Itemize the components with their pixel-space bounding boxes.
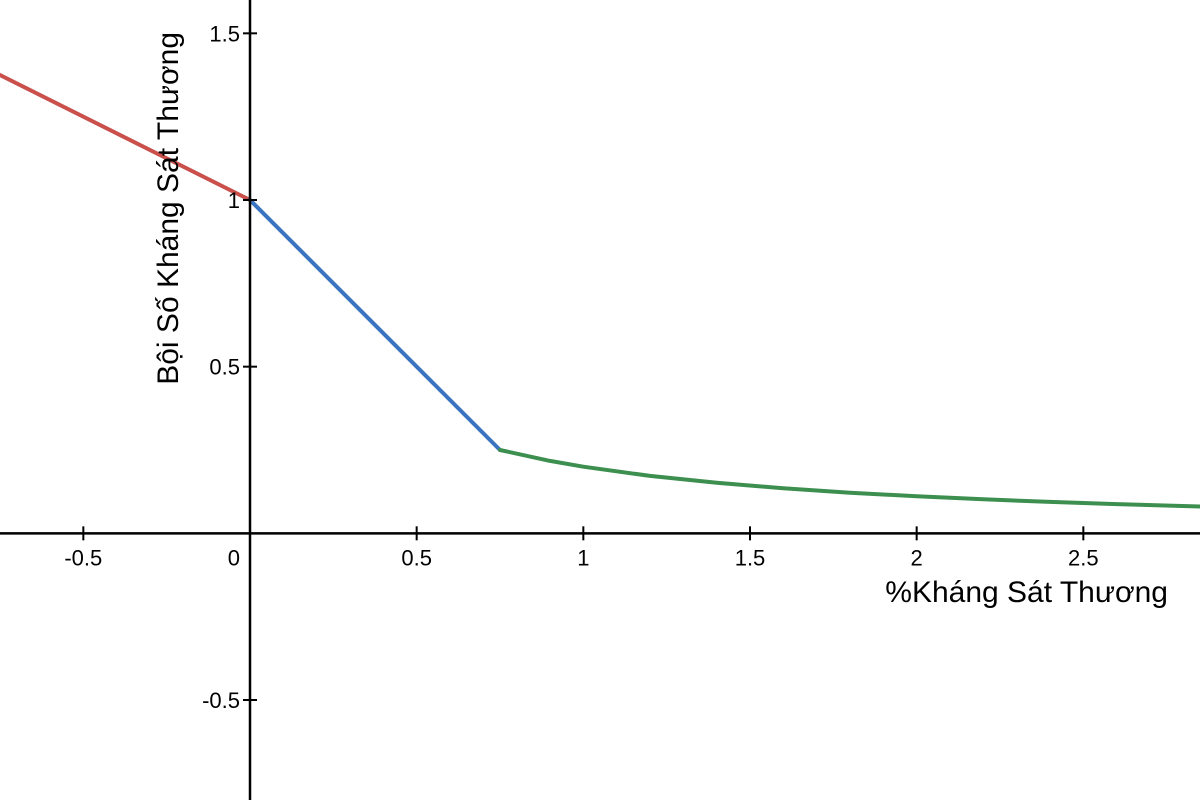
x-tick-label: 2	[911, 545, 923, 570]
y-tick-label: 1	[228, 188, 240, 213]
y-tick-label: 1.5	[209, 21, 240, 46]
series-layer	[0, 73, 1200, 509]
y-axis-title: Bội Số Kháng Sát Thương	[152, 32, 185, 385]
x-tick-label: 0	[228, 545, 240, 570]
x-tick-label: 1	[577, 545, 589, 570]
y-tick-label: 0.5	[209, 355, 240, 380]
x-tick-label: 2.5	[1068, 545, 1099, 570]
x-tick-label: 0.5	[401, 545, 432, 570]
x-tick-label: -0.5	[64, 545, 102, 570]
x-axis-title: %Kháng Sát Thương	[885, 576, 1168, 609]
series-line-2	[248, 198, 502, 452]
ticks-layer: -0.5 0 0.5 1 1.5 2 2.5 1.5 1 0.5 -0.5	[64, 21, 1098, 713]
y-tick-label: -0.5	[202, 688, 240, 713]
series-line-3	[498, 448, 1200, 509]
series-line-1	[0, 73, 252, 202]
x-tick-label: 1.5	[735, 545, 766, 570]
